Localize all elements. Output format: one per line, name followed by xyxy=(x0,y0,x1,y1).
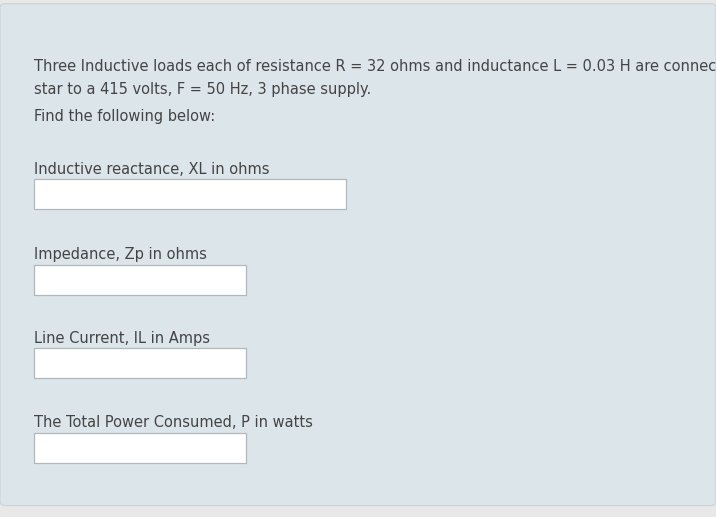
FancyBboxPatch shape xyxy=(34,433,246,463)
FancyBboxPatch shape xyxy=(34,179,346,209)
Text: star to a 415 volts, F = 50 Hz, 3 phase supply.: star to a 415 volts, F = 50 Hz, 3 phase … xyxy=(34,82,372,97)
Text: Line Current, IL in Amps: Line Current, IL in Amps xyxy=(34,331,211,346)
Text: Inductive reactance, XL in ohms: Inductive reactance, XL in ohms xyxy=(34,162,270,177)
Text: Impedance, Zp in ohms: Impedance, Zp in ohms xyxy=(34,247,207,262)
Text: The Total Power Consumed, P in watts: The Total Power Consumed, P in watts xyxy=(34,415,313,430)
Text: Three Inductive loads each of resistance R = 32 ohms and inductance L = 0.03 H a: Three Inductive loads each of resistance… xyxy=(34,59,716,74)
FancyBboxPatch shape xyxy=(34,265,246,295)
Text: Find the following below:: Find the following below: xyxy=(34,109,216,124)
FancyBboxPatch shape xyxy=(34,348,246,378)
FancyBboxPatch shape xyxy=(0,4,716,506)
